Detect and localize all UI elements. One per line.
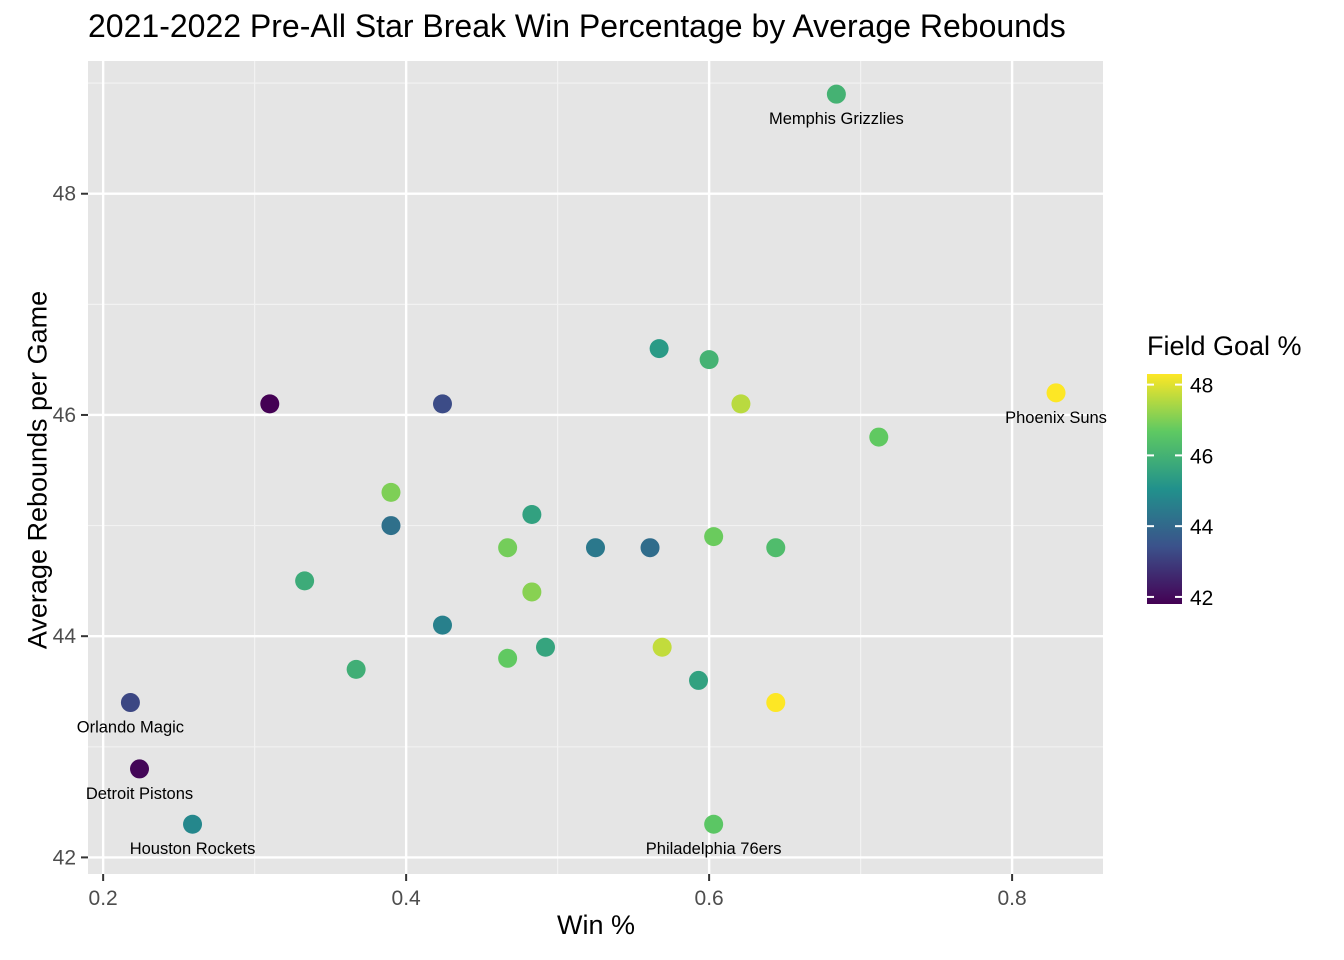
data-point <box>522 505 542 525</box>
plot-panel <box>88 61 1103 874</box>
data-point <box>381 482 401 502</box>
point-label: Detroit Pistons <box>86 785 193 803</box>
legend-title: Field Goal % <box>1147 331 1302 361</box>
y-tick-label: 46 <box>53 404 76 427</box>
data-point <box>704 814 724 834</box>
data-point <box>498 538 518 558</box>
data-point <box>346 659 366 679</box>
data-point <box>586 538 605 558</box>
chart-title: 2021-2022 Pre-All Star Break Win Percent… <box>88 8 1066 44</box>
point-label: Memphis Grizzlies <box>769 110 904 128</box>
x-tick-label: 0.4 <box>392 887 422 910</box>
colorbar-tick-label: 44 <box>1190 516 1214 539</box>
data-point <box>498 648 518 668</box>
data-point <box>689 670 709 690</box>
point-label: Phoenix Suns <box>1005 409 1107 427</box>
colorbar <box>1147 374 1182 604</box>
data-point <box>130 759 150 779</box>
x-tick-label: 0.8 <box>998 887 1027 910</box>
data-point <box>640 538 660 558</box>
data-point <box>260 394 280 414</box>
y-tick-label: 44 <box>53 625 77 648</box>
point-label: Philadelphia 76ers <box>646 840 782 858</box>
point-label: Orlando Magic <box>77 719 184 737</box>
colorbar-tick-label: 42 <box>1190 587 1213 610</box>
data-point <box>536 637 556 657</box>
y-tick-label: 48 <box>53 183 76 206</box>
data-point <box>766 538 786 558</box>
data-point <box>826 84 846 104</box>
data-point <box>183 814 203 834</box>
data-point <box>1046 383 1066 403</box>
point-label: Houston Rockets <box>130 840 256 858</box>
data-point <box>432 394 452 414</box>
data-point <box>432 615 452 635</box>
data-point <box>731 394 751 414</box>
data-point <box>652 637 672 657</box>
data-point <box>649 339 669 359</box>
data-point <box>522 582 542 602</box>
x-tick-label: 0.2 <box>89 887 118 910</box>
x-axis-label: Win % <box>556 910 636 940</box>
data-point <box>295 571 315 591</box>
data-point <box>704 527 724 547</box>
data-point <box>381 516 401 536</box>
data-point <box>869 427 889 447</box>
data-point <box>120 693 140 713</box>
data-point <box>699 350 719 370</box>
colorbar-tick-label: 48 <box>1190 375 1213 398</box>
colorbar-tick-label: 46 <box>1190 445 1213 468</box>
data-point <box>766 693 786 713</box>
x-tick-label: 0.6 <box>695 887 724 910</box>
y-tick-label: 42 <box>53 846 76 869</box>
